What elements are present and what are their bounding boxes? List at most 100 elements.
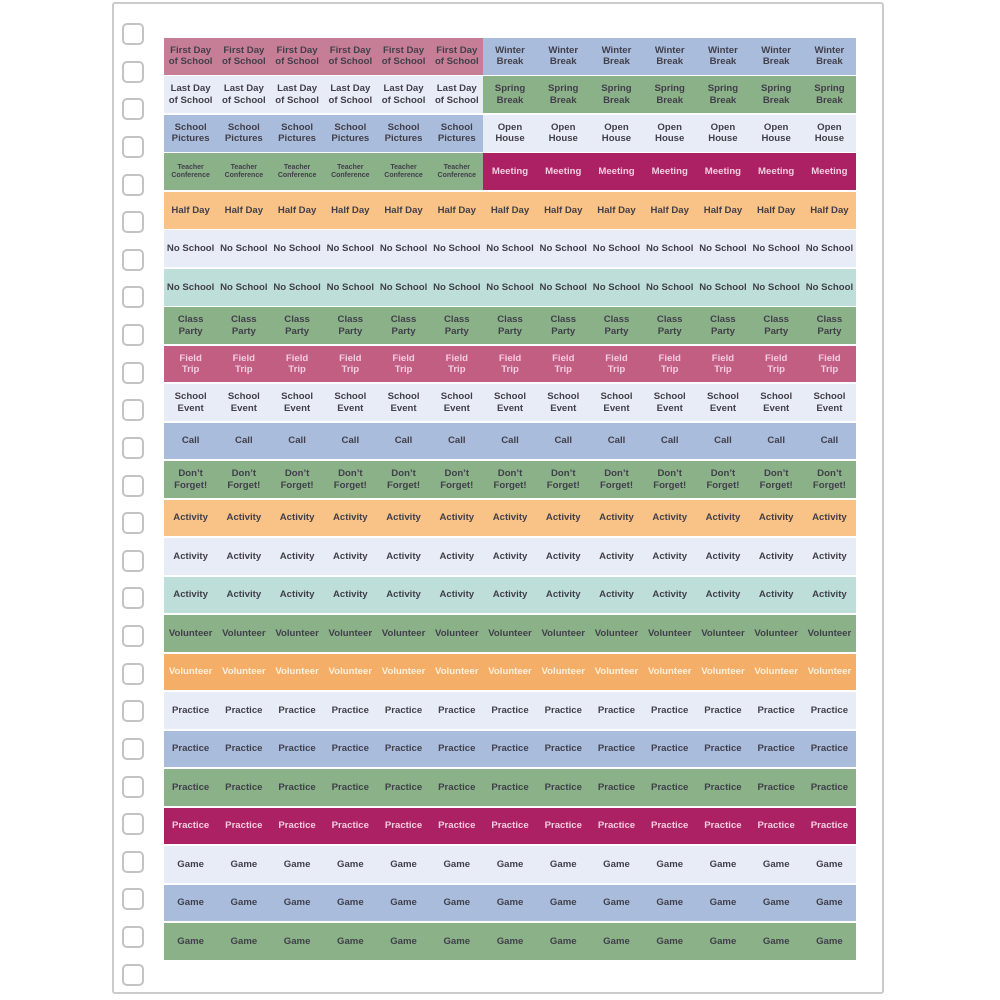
sticker-label: Volunteer (275, 627, 319, 639)
sticker-last-day-of-school: Last Day of School (270, 76, 323, 113)
sticker-label: School (174, 391, 207, 403)
sticker-label: Activity (492, 589, 528, 601)
sticker-strip-class-party: Class Party Class Party Class Party Class Party… (164, 307, 856, 344)
sticker-label: Half Day (544, 204, 583, 216)
sticker-open-house: Open House (483, 115, 536, 152)
sticker-label: Practice (810, 820, 849, 832)
sticker-activity: Activity (217, 500, 270, 537)
sticker-label: Practice (384, 781, 423, 793)
sticker-label: Call (288, 435, 306, 447)
sticker-label: Game (549, 897, 577, 909)
sticker-no-school: No School (324, 230, 377, 267)
sticker-label: No School (433, 243, 481, 255)
sticker-game: Game (643, 885, 696, 922)
sticker-game: Game (537, 846, 590, 883)
sticker-label: House (655, 133, 685, 145)
sticker-volunteer: Volunteer (537, 654, 590, 691)
sticker-label: Activity (545, 550, 581, 562)
sticker-row: Game Game Game Game Game Game Game Game Game Game… (164, 923, 856, 960)
sticker-volunteer: Volunteer (430, 654, 483, 691)
sticker-label: Last Day (436, 83, 477, 95)
sticker-activity: Activity (643, 500, 696, 537)
sticker-practice: Practice (270, 731, 323, 768)
sticker-label: Class (390, 314, 417, 326)
sticker-label: Practice (491, 704, 529, 716)
sticker-strip-volunteer: Volunteer Volunteer Volunteer Volunteer Volu… (164, 653, 856, 691)
sticker-volunteer: Volunteer (803, 615, 856, 652)
sticker-activity: Activity (164, 577, 217, 614)
sticker-label: Forget! (546, 479, 580, 491)
sticker-practice: Practice (324, 692, 377, 729)
spiral-hole (122, 135, 144, 158)
sticker-field-trip: Field Trip (430, 346, 483, 383)
sticker-don-t-forget: Don’t Forget! (643, 461, 696, 498)
sticker-label: Don’t (657, 468, 682, 480)
sticker-label: Spring (654, 83, 685, 95)
sticker-label: Practice (491, 820, 529, 832)
sticker-practice: Practice (750, 808, 803, 845)
sticker-game: Game (430, 923, 483, 960)
sticker-no-school: No School (643, 269, 696, 306)
sticker-label: Call (714, 435, 732, 447)
sticker-label: Game (709, 858, 737, 870)
sticker-call: Call (217, 423, 270, 460)
sticker-game: Game (590, 846, 643, 883)
spiral-hole (122, 173, 144, 196)
sticker-no-school: No School (430, 269, 483, 306)
sticker-label: Activity (439, 589, 475, 601)
sticker-call: Call (803, 423, 856, 460)
sticker-label: Activity (492, 550, 528, 562)
sticker-label: Game (283, 935, 311, 947)
sticker-label: Practice (171, 781, 210, 793)
sticker-label: Game (762, 858, 790, 870)
sticker-no-school: No School (750, 230, 803, 267)
sticker-activity: Activity (324, 538, 377, 575)
sticker-label: Activity (439, 512, 475, 524)
sticker-game: Game (803, 923, 856, 960)
sticker-label: Spring (494, 83, 526, 95)
sticker-game: Game (643, 923, 696, 960)
sticker-label: Meeting (598, 166, 635, 178)
sticker-practice: Practice (217, 769, 270, 806)
sticker-spring-break: Spring Break (696, 76, 749, 113)
sticker-label: Conference (331, 171, 370, 179)
sticker-half-day: Half Day (643, 192, 696, 229)
sticker-activity: Activity (750, 577, 803, 614)
sticker-label: of School (168, 94, 213, 106)
sticker-label: Volunteer (647, 666, 692, 678)
sticker-half-day: Half Day (324, 192, 377, 229)
spiral-hole (122, 662, 144, 685)
sticker-don-t-forget: Don’t Forget! (217, 461, 270, 498)
sticker-practice: Practice (324, 808, 377, 845)
sticker-no-school: No School (537, 230, 590, 267)
sticker-label: of School (275, 94, 319, 106)
sticker-label: Trip (767, 364, 785, 376)
sticker-label: Break (496, 94, 524, 106)
sticker-practice: Practice (270, 692, 323, 729)
sticker-label: Break (656, 94, 684, 106)
sticker-label: Party (764, 325, 789, 337)
sticker-practice: Practice (217, 692, 270, 729)
sticker-label: Forget! (812, 479, 846, 491)
sticker-teacher-conference: Teacher Conference (324, 153, 377, 190)
sticker-label: Activity (599, 550, 634, 562)
sticker-label: Teacher (443, 163, 470, 171)
sticker-half-day: Half Day (590, 192, 643, 229)
sticker-school-event: School Event (324, 384, 377, 421)
sticker-label: Game (336, 858, 364, 870)
sticker-game: Game (537, 885, 590, 922)
sticker-label: Field (605, 352, 628, 364)
sticker-label: First Day (276, 44, 318, 56)
sticker-last-day-of-school: Last Day of School (377, 76, 430, 113)
sticker-label: Class (177, 314, 204, 326)
sticker-last-day-of-school: Last Day of School (430, 76, 483, 113)
sticker-label: Teacher (230, 163, 258, 171)
sticker-school-pictures: School Pictures (270, 115, 323, 152)
sticker-don-t-forget: Don’t Forget! (324, 461, 377, 498)
sticker-open-house: Open House (803, 115, 856, 152)
sticker-label: Event (284, 402, 311, 414)
sticker-call: Call (324, 423, 377, 460)
sticker-label: Call (235, 435, 253, 447)
sticker-practice: Practice (164, 731, 217, 768)
sticker-activity: Activity (270, 577, 323, 614)
